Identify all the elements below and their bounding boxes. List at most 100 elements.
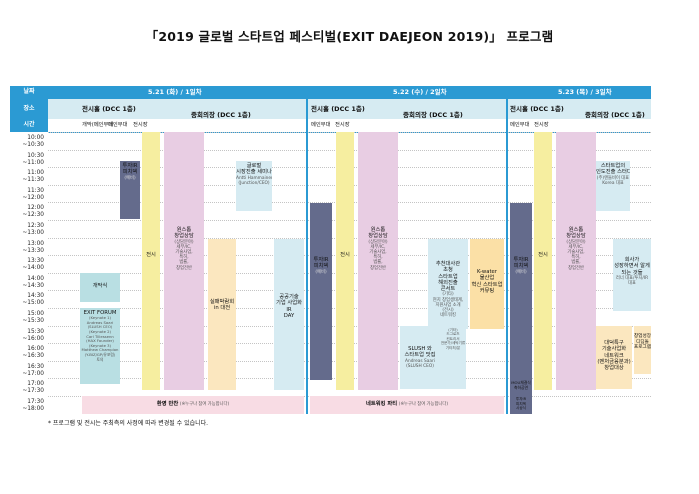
d3-growth-label: 창업성장 디딤돌 프로그램	[634, 334, 651, 351]
d1-exit-forum-block: EXIT FORUM (Keynote 1) Andreas Saari (SL…	[80, 308, 120, 384]
d1-onestop-label: 원스톱 창업상담	[174, 227, 194, 240]
d3-mou-block: MOU체결식 축하공연	[510, 380, 532, 396]
d1-welcome-block: 환영 만찬 (※누구나 참여 가능합니다)	[82, 396, 304, 414]
d2-investor-label: 투자IR 피치덱	[313, 257, 329, 270]
time-slot-label: 17:30 ~18:00	[22, 399, 44, 412]
d2-kwater-block: K-water 물산업 혁신 스타트업 커뮤팅	[470, 239, 504, 329]
d2-slush-label: SLUSH 와 스타트업 맛집	[404, 346, 436, 359]
d2-slush-block: SLUSH 와 스타트업 맛집 Andreas Saari (SLUSH CEO…	[400, 326, 440, 389]
d3-expand-detail: (주)앤들비이 대표 Korea 대표	[596, 175, 630, 186]
day-separator-1	[306, 86, 308, 414]
day-separator-2	[506, 86, 508, 414]
d1-briefing-label: 실패박람회 in 대전	[209, 299, 235, 312]
day1-sub-main: 메인무대	[108, 122, 128, 128]
d3-mou-label: MOU체결식 축하공연	[511, 380, 531, 390]
time-slot-label: 16:30 ~17:00	[22, 363, 44, 377]
d1-opening-label: 개막식	[92, 283, 108, 289]
d1-public-tech-label: 공공기술 기업 사업화 IR DAY	[275, 294, 303, 319]
d1-public-tech-block: 공공기술 기업 사업화 IR DAY	[274, 239, 304, 390]
day3-date: 5.23 (목) / 3일차	[558, 88, 612, 96]
d1-onestop-block: 원스톱 창업상담 (상담분야) 세무/IC, 기술사업, 특허, 법률, 창업전…	[164, 132, 204, 390]
footnote: * 프로그램 및 전시는 주최측의 사정에 따라 변경될 수 있습니다.	[48, 420, 209, 427]
day1-date: 5.21 (화) / 1일차	[148, 88, 202, 96]
day1-venue-second: 중회의장 (DCC 1층)	[191, 111, 251, 119]
d3-growth-block: 창업성장 디딤돌 프로그램	[634, 326, 651, 374]
time-slot-label: 14:30 ~15:00	[22, 293, 44, 307]
d1-exhibit-label: 전시	[146, 252, 156, 258]
day2-sub-exhibit: 전시장	[335, 122, 350, 128]
d2-network-block: 네트워킹 파티 (※누구나 참여 가능합니다)	[310, 396, 504, 414]
d2-exhibit-block: 전시	[336, 132, 354, 390]
time-slot-label: 13:30 ~14:00	[22, 258, 44, 272]
day1-sub-opening: 개막(메인무대	[82, 122, 114, 128]
date-label: 날짜	[10, 86, 48, 99]
time-slot-label: 16:00 ~16:30	[22, 346, 44, 360]
day3-sub-main: 메인무대	[510, 122, 530, 128]
d2-recommend-label: 추천대사관 초청 스타트업 해외진출 콘서트	[435, 261, 461, 293]
day1-venue-main: 전시홀 (DCC 1층)	[82, 105, 136, 113]
d1-briefing-block: 실패박람회 in 대전	[208, 239, 236, 390]
time-slot-label: 12:00 ~12:30	[22, 205, 44, 219]
d3-closing-block: 투자IR 피치덱 시상식	[510, 396, 532, 414]
d2-recommend-detail: (기타) 현지 창업생태계, 지원사업 소개 (전시) 네트워킹	[432, 292, 464, 319]
time-slot-label: 17:00 ~17:30	[22, 381, 44, 395]
d3-onestop-block: 원스톱 창업상담 (상담분야) 세무/IC, 기술사업, 특허, 법률, 창업전…	[556, 132, 596, 390]
d3-expand-label: 스타트업의 인도진출 스터디	[596, 163, 630, 176]
d3-onestop-detail: (상담분야) 세무/IC, 기술사업, 특허, 법률, 창업전반	[566, 239, 586, 271]
d2-network-note: (※누구나 참여 가능합니다)	[398, 402, 448, 407]
day3-venue-second: 중회의장 (DCC 1층)	[585, 111, 645, 119]
d1-welcome-note: (※누구나 참여 가능합니다)	[179, 402, 230, 407]
time-slot-label: 14:00 ~14:30	[22, 275, 44, 289]
day3-sub-exhibit: 전시장	[534, 122, 549, 128]
d2-kwater-label: K-water 물산업 혁신 스타트업 커뮤팅	[471, 269, 503, 294]
d1-investor-block: 투자IR 피치덱 (예비)	[120, 161, 140, 219]
d2-slush-detail: Andreas Saari (SLUSH CEO)	[405, 358, 435, 369]
day2-sub-main: 메인무대	[311, 122, 331, 128]
d3-investor-block: 투자IR 피치덱 (예비)	[510, 203, 532, 380]
time-slot-label: 10:30 ~11:00	[22, 152, 44, 166]
day1-sub-exhibit: 전시장	[133, 122, 148, 128]
d1-opening-block: 개막식	[80, 273, 120, 302]
d3-closing-label: 투자IR 피치덱 시상식	[515, 397, 527, 411]
d3-exhibit-block: 전시	[534, 132, 552, 390]
d3-expand-block: 스타트업의 인도진출 스터디 (주)앤들비이 대표 Korea 대표	[596, 161, 630, 211]
d2-onestop-block: 원스톱 창업상담 (상담분야) 세무/IC, 기술사업, 특허, 법률, 창업전…	[358, 132, 398, 390]
day2-venue-main: 전시홀 (DCC 1층)	[311, 105, 365, 113]
time-slot-label: 15:30 ~16:00	[22, 328, 44, 342]
date-row	[48, 86, 651, 99]
d1-exit-forum-label: EXIT FORUM	[83, 310, 117, 316]
d1-onestop-detail: (상담분야) 세무/IC, 기술사업, 특허, 법률, 창업전반	[174, 239, 194, 271]
d1-seminar-label: 글로벌 시장진출 세미나	[236, 163, 272, 176]
d2-investor-block: 투자IR 피치덱 (예비)	[310, 203, 332, 380]
d2-investor-detail: (예비)	[315, 269, 327, 275]
day2-venue-second: 중회의장 (DCC 1층)	[403, 111, 463, 119]
d1-investor-label: 투자IR 피치덱	[122, 163, 138, 176]
day3-venue-main: 전시홀 (DCC 1층)	[510, 105, 564, 113]
d2-exhibit-label: 전시	[340, 252, 350, 258]
d2-slush-right-block: (기타) 드그로츠 컨트리서 전문가/세탁기류 기타처/분	[440, 326, 466, 389]
d1-seminar-detail: Antti Hammainen (Junction/CEO)	[236, 175, 272, 186]
time-slot-label: 13:00 ~13:30	[22, 240, 44, 254]
d3-onestop-label: 원스톱 창업상담	[566, 227, 586, 240]
d3-invest-study-block: 회사가 성장하면서 알게 되는 것들 러너 대표/투자/IR 대표	[613, 239, 651, 311]
d1-welcome-label: 환영 만찬	[156, 401, 179, 407]
d3-investor-label: 투자IR 피치덱	[513, 257, 529, 270]
d3-exhibit-label: 전시	[538, 252, 548, 258]
time-label: 시간	[10, 119, 48, 132]
day2-date: 5.22 (수) / 2일차	[393, 88, 447, 96]
time-slot-label: 11:30 ~12:00	[22, 187, 44, 201]
d3-investor-detail: (예비)	[515, 269, 527, 275]
d2-network-label: 네트워킹 파티	[366, 401, 398, 407]
d1-exhibit-block: 전시	[142, 132, 160, 390]
d2-slush-right-detail: (기타) 드그로츠 컨트리서 전문가/세탁기류 기타처/분	[440, 328, 466, 350]
d1-investor-detail: (예비)	[124, 175, 136, 181]
d3-invest-study-detail: 러너 대표/투자/IR 대표	[615, 275, 649, 287]
time-slot-label: 12:30 ~13:00	[22, 223, 44, 236]
d1-seminar-block: 글로벌 시장진출 세미나 Antti Hammainen (Junction/C…	[236, 161, 272, 211]
time-slot-label: 15:00 ~15:30	[22, 311, 44, 324]
venue-label: 장소	[10, 99, 48, 119]
d3-university-block: 대덕특구 기술사업화 네트워크 (벤처금융분과) 창업대상	[596, 326, 632, 389]
page-title: 「2019 글로벌 스타트업 페스티벌(EXIT DAEJEON 2019)」 …	[145, 29, 554, 44]
d3-invest-study-label: 회사가 성장하면서 알게 되는 것들	[614, 257, 650, 276]
time-slot-label: 11:00 ~11:30	[22, 170, 44, 184]
